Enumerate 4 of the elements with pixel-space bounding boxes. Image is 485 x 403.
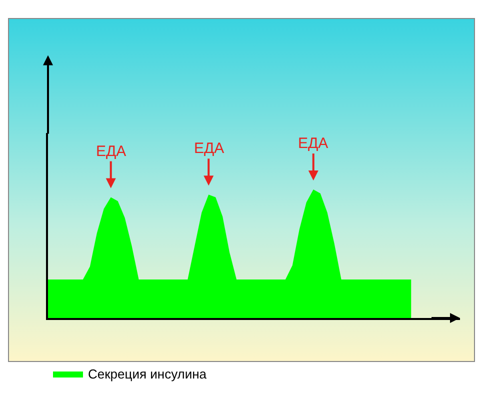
legend-label: Секреция инсулина [88, 366, 208, 382]
text: ЕДА [194, 140, 224, 157]
text: ЕДА [96, 143, 126, 160]
text: ЕДА [298, 135, 328, 152]
